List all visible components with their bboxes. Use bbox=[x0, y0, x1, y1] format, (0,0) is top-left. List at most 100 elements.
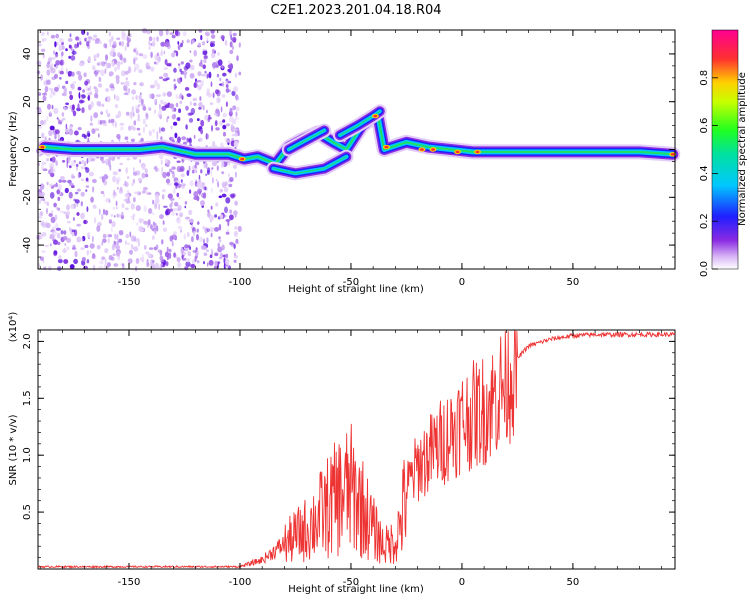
noise-dot bbox=[89, 91, 93, 95]
noise-dot bbox=[229, 107, 233, 113]
noise-dot bbox=[175, 50, 179, 57]
noise-dot bbox=[65, 80, 69, 85]
noise-dot bbox=[72, 81, 77, 84]
noise-dot bbox=[114, 66, 117, 72]
noise-dot bbox=[131, 89, 137, 95]
noise-dot bbox=[53, 202, 57, 208]
noise-dot bbox=[203, 245, 207, 251]
noise-dot bbox=[169, 235, 173, 242]
noise-dot bbox=[203, 58, 207, 64]
noise-dot bbox=[160, 99, 164, 105]
noise-dot bbox=[76, 236, 82, 243]
noise-dot bbox=[113, 94, 116, 100]
noise-dot bbox=[71, 175, 76, 179]
noise-dot bbox=[78, 99, 84, 104]
noise-dot bbox=[61, 179, 67, 183]
noise-dot bbox=[186, 137, 189, 143]
noise-dot bbox=[178, 79, 181, 84]
noise-dot bbox=[209, 226, 214, 233]
noise-dot bbox=[203, 238, 205, 245]
noise-dot bbox=[70, 203, 75, 209]
noise-dot bbox=[57, 207, 60, 211]
noise-dot bbox=[166, 246, 169, 253]
noise-dot bbox=[56, 189, 60, 195]
hotspot-core bbox=[373, 114, 378, 118]
noise-dot bbox=[210, 248, 213, 252]
noise-dot bbox=[228, 60, 231, 66]
noise-dot bbox=[65, 48, 68, 52]
noise-dot bbox=[131, 106, 135, 113]
noise-dot bbox=[203, 55, 208, 60]
noise-dot bbox=[57, 196, 61, 201]
noise-dot bbox=[233, 140, 239, 148]
noise-dot bbox=[160, 136, 163, 141]
noise-dot bbox=[68, 44, 72, 49]
noise-dot bbox=[207, 209, 210, 213]
noise-dot bbox=[180, 61, 184, 65]
noise-dot bbox=[185, 62, 191, 69]
noise-dot bbox=[211, 167, 214, 170]
spectrogram-image bbox=[36, 28, 681, 272]
noise-dot bbox=[149, 84, 155, 89]
noise-dot bbox=[89, 85, 92, 91]
noise-dot bbox=[215, 64, 219, 69]
noise-dot bbox=[198, 101, 203, 109]
noise-dot bbox=[53, 250, 58, 255]
noise-dot bbox=[215, 144, 217, 148]
noise-dot bbox=[214, 120, 218, 127]
noise-dot bbox=[204, 31, 210, 36]
noise-dot bbox=[54, 86, 59, 92]
noise-dot bbox=[49, 243, 52, 247]
noise-dot bbox=[78, 62, 84, 67]
noise-dot bbox=[233, 254, 239, 259]
noise-dot bbox=[43, 119, 47, 125]
noise-dot bbox=[171, 114, 176, 120]
x-tick-label: -150 bbox=[118, 577, 141, 588]
noise-dot bbox=[143, 245, 147, 250]
noise-dot bbox=[221, 193, 227, 198]
noise-dot bbox=[130, 215, 135, 219]
noise-dot bbox=[191, 236, 194, 243]
noise-dot bbox=[84, 80, 89, 86]
noise-dot bbox=[47, 61, 50, 65]
noise-dot bbox=[165, 261, 169, 267]
noise-dot bbox=[196, 181, 202, 189]
x-tick-label: 0 bbox=[459, 577, 465, 588]
noise-dot bbox=[133, 236, 137, 242]
noise-dot bbox=[173, 252, 177, 258]
noise-dot bbox=[100, 111, 103, 115]
noise-dot bbox=[75, 163, 79, 167]
noise-dot bbox=[208, 71, 212, 79]
noise-dot bbox=[55, 129, 60, 135]
noise-dot bbox=[163, 72, 169, 78]
noise-dot bbox=[153, 246, 158, 251]
noise-dot bbox=[66, 246, 70, 251]
noise-dot bbox=[147, 208, 153, 214]
noise-dot bbox=[70, 55, 76, 61]
noise-dot bbox=[53, 91, 56, 96]
noise-dot bbox=[147, 252, 152, 259]
noise-dot bbox=[77, 172, 80, 179]
noise-dot bbox=[98, 208, 101, 215]
noise-dot bbox=[202, 225, 206, 230]
noise-dot bbox=[88, 171, 94, 177]
noise-dot bbox=[117, 255, 121, 261]
noise-dot bbox=[200, 169, 203, 174]
noise-dot bbox=[54, 214, 58, 221]
noise-dot bbox=[76, 41, 79, 48]
noise-dot bbox=[101, 241, 104, 246]
noise-dot bbox=[156, 225, 159, 232]
noise-dot bbox=[160, 41, 166, 47]
hotspot-core bbox=[455, 150, 460, 154]
noise-dot bbox=[233, 259, 237, 263]
noise-dot bbox=[177, 136, 181, 143]
noise-dot bbox=[111, 221, 116, 228]
noise-dot bbox=[235, 238, 239, 244]
noise-dot bbox=[145, 113, 149, 120]
noise-dot bbox=[233, 243, 236, 249]
noise-dot bbox=[234, 200, 238, 206]
noise-dot bbox=[179, 100, 183, 104]
noise-dot bbox=[87, 56, 92, 62]
noise-dot bbox=[132, 126, 136, 131]
